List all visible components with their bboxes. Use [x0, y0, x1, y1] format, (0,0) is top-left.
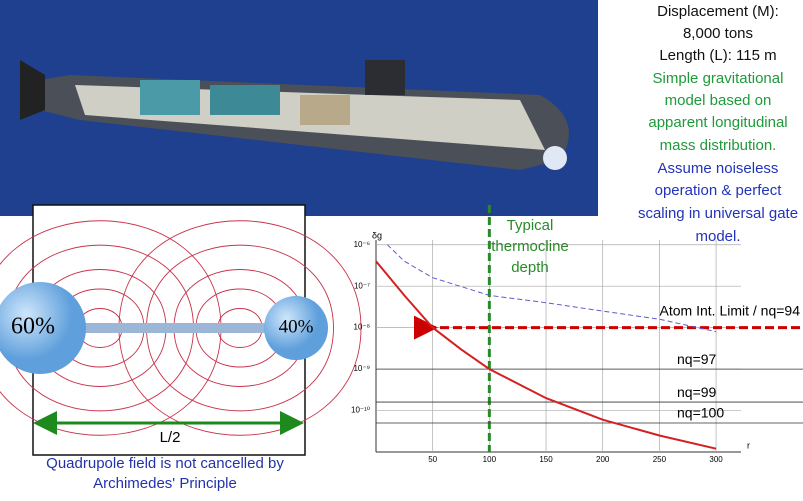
field-line	[217, 308, 263, 329]
field-line	[217, 327, 263, 348]
model-text: mass distribution.	[660, 137, 777, 154]
spec-text: Length (L): 115 m	[659, 47, 776, 64]
reference-label: nq=99	[677, 384, 717, 400]
series-line	[386, 244, 717, 333]
caption: Archimedes' Principle	[93, 475, 237, 492]
field-line	[118, 220, 362, 329]
reference-label: nq=97	[677, 351, 717, 367]
reference-label: nq=100	[677, 405, 724, 421]
spec-text: 8,000 tons	[683, 25, 753, 42]
mass-label: 60%	[11, 314, 55, 340]
thermocline-label: depth	[511, 259, 549, 276]
length-label: L/2	[160, 429, 181, 446]
assumption-text: operation & perfect	[655, 182, 783, 199]
x-tick-label: 300	[709, 455, 723, 464]
hull-axis	[40, 323, 295, 333]
x-tick-label: 250	[653, 455, 667, 464]
y-tick-label: 10⁻⁹	[353, 364, 370, 373]
thermocline-label: thermocline	[491, 238, 569, 255]
y-tick-label: 10⁻⁸	[354, 323, 371, 332]
mass-label: 40%	[279, 316, 314, 337]
submarine-illustration	[0, 0, 598, 216]
assumption-text: scaling in universal gate	[638, 205, 798, 222]
y-tick-label: 10⁻⁷	[354, 281, 370, 290]
x-tick-label: 150	[539, 455, 553, 464]
x-tick-label: 50	[428, 455, 437, 464]
y-tick-label: 10⁻¹⁰	[351, 406, 370, 415]
model-text: apparent longitudinal	[648, 114, 787, 131]
x-axis-label: r	[747, 440, 750, 450]
assumption-text: Assume noiseless	[658, 160, 779, 177]
assumption-text: model.	[695, 228, 740, 245]
field-line	[146, 244, 334, 329]
field-line	[146, 327, 334, 412]
caption: Quadrupole field is not cancelled by	[46, 455, 284, 472]
series-line	[375, 260, 717, 450]
y-axis-label: δg	[372, 230, 382, 240]
chart: r δg 50 100 150 200 250 300 10⁻⁶ 10⁻⁷ 10⁻⁸ 10⁻⁹ 10⁻¹…	[351, 205, 803, 464]
model-text: Simple gravitational	[653, 70, 784, 87]
model-text: model based on	[665, 92, 772, 109]
field-line	[0, 220, 222, 329]
field-line	[0, 327, 222, 436]
y-tick-label: 10⁻⁶	[354, 240, 370, 249]
mass-bubble	[0, 282, 86, 374]
reference-label: Atom Int. Limit / nq=94	[660, 302, 801, 318]
field-line	[118, 327, 362, 436]
spec-text: Displacement (M):	[657, 3, 779, 20]
x-tick-label: 100	[483, 455, 497, 464]
x-tick-label: 200	[596, 455, 610, 464]
mass-bubble	[264, 296, 328, 360]
thermocline-label: Typical	[507, 217, 554, 234]
